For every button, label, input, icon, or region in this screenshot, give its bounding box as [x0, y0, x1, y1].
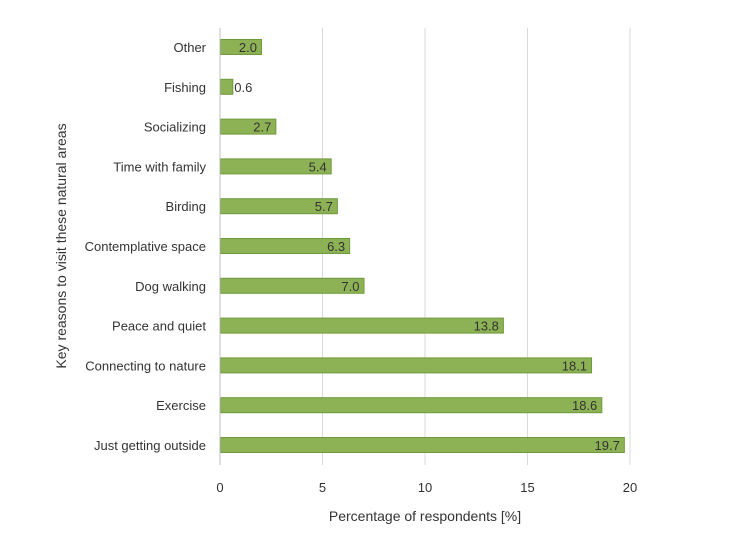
data-label: 18.6 [572, 398, 597, 413]
bar [220, 437, 625, 453]
category-label: Other [173, 40, 206, 55]
data-label: 18.1 [562, 358, 587, 373]
x-tick-label: 15 [520, 480, 534, 495]
bars [220, 39, 625, 453]
data-labels: 2.0 0.6 2.7 5.4 5.7 6.3 7.0 13.8 18.1 18.6 19.7 [234, 40, 620, 453]
data-label: 19.7 [595, 438, 620, 453]
bar [220, 357, 593, 374]
data-label: 6.3 [327, 239, 345, 254]
data-label: 13.8 [474, 319, 499, 334]
category-label: Socializing [144, 120, 206, 135]
x-tick-label: 20 [623, 480, 637, 495]
data-label: 2.7 [253, 120, 271, 135]
y-axis-title: Key reasons to visit these natural areas [53, 123, 69, 368]
category-label: Fishing [164, 80, 206, 95]
category-label: Peace and quiet [112, 319, 206, 334]
category-label: Just getting outside [94, 438, 206, 453]
data-label: 5.7 [315, 199, 333, 214]
category-label: Time with family [113, 159, 206, 174]
category-label: Exercise [156, 398, 206, 413]
x-tick-label: 0 [216, 480, 223, 495]
x-tick-labels: 0 5 10 15 20 [216, 480, 637, 495]
data-label: 5.4 [309, 159, 327, 174]
bar [220, 397, 603, 414]
data-label: 0.6 [234, 80, 252, 95]
category-label: Contemplative space [85, 239, 206, 254]
bar [220, 78, 234, 95]
category-labels: Other Fishing Socializing Time with family B… [85, 40, 207, 453]
category-label: Dog walking [135, 279, 206, 294]
category-label: Birding [166, 199, 206, 214]
bar [220, 317, 504, 334]
category-label: Connecting to nature [85, 358, 206, 373]
data-label: 7.0 [341, 279, 359, 294]
data-label: 2.0 [239, 40, 257, 55]
x-axis-title: Percentage of respondents [%] [329, 508, 521, 524]
x-tick-label: 5 [319, 480, 326, 495]
x-tick-label: 10 [418, 480, 432, 495]
